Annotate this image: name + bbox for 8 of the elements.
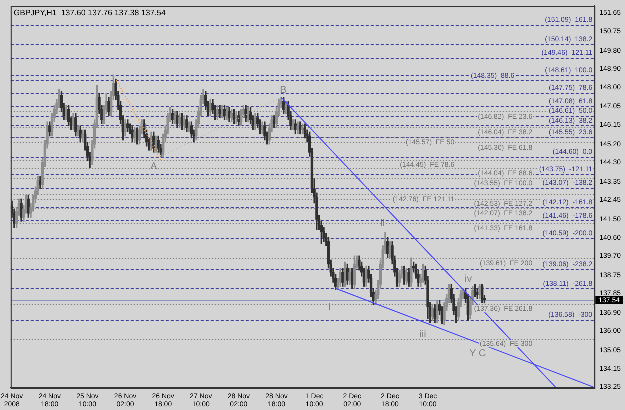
annotation: iv xyxy=(464,274,472,286)
annotation: iii xyxy=(420,329,426,340)
annotation: Y C xyxy=(470,348,486,360)
annotation: i xyxy=(328,302,331,314)
annotation: A xyxy=(150,161,158,172)
annotation: ii xyxy=(380,218,385,230)
annotation: B xyxy=(280,84,288,96)
chart-title: GBPJPY,H1 137.60 137.76 137.38 137.54 xyxy=(14,8,166,18)
